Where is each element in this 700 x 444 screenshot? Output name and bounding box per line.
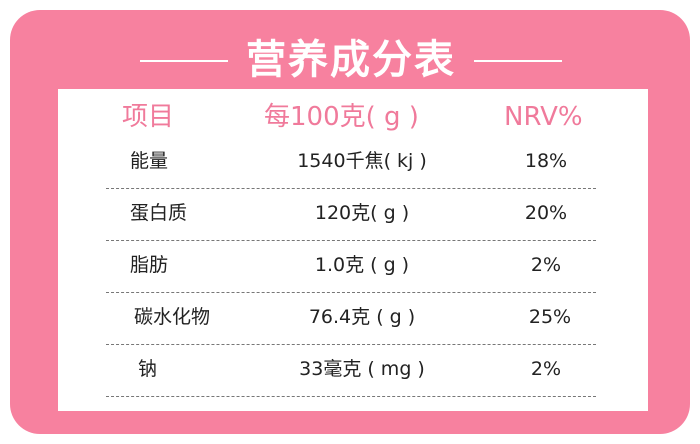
header-item: 项目	[122, 102, 175, 132]
nutrition-table: 项目 每100克( g ) NRV% 能量 1540千焦( kj ) 18% 蛋…	[58, 89, 648, 411]
table-row: 脂肪 1.0克 ( g ) 2%	[58, 241, 648, 293]
row-name: 碳水化物	[134, 306, 211, 328]
row-nrv: 25%	[528, 306, 572, 328]
page-title: 营养成分表	[246, 37, 456, 83]
header-per-100g: 每100克( g )	[264, 102, 419, 132]
row-value: 120克( g )	[314, 202, 410, 224]
row-divider	[106, 396, 596, 397]
row-divider	[106, 344, 596, 345]
row-value: 1.0克 ( g )	[314, 254, 410, 276]
title-row: 营养成分表	[0, 0, 700, 88]
table-row: 蛋白质 120克( g ) 20%	[58, 189, 648, 241]
row-value: 33毫克 ( mg )	[299, 358, 425, 380]
row-nrv: 20%	[524, 202, 568, 224]
row-value: 76.4克 ( g )	[308, 306, 416, 328]
row-divider	[106, 292, 596, 293]
table-row: 碳水化物 76.4克 ( g ) 25%	[58, 293, 648, 345]
table-row: 能量 1540千焦( kj ) 18%	[58, 137, 648, 189]
table-header: 项目 每100克( g ) NRV%	[58, 89, 648, 147]
row-value: 1540千焦( kj )	[297, 150, 427, 172]
row-nrv: 18%	[524, 150, 568, 172]
row-name: 能量	[130, 150, 169, 172]
row-name: 钠	[138, 358, 158, 380]
row-nrv: 2%	[530, 358, 562, 380]
row-divider	[106, 240, 596, 241]
row-nrv: 2%	[530, 254, 562, 276]
title-divider-left	[140, 60, 228, 62]
table-row: 钠 33毫克 ( mg ) 2%	[58, 345, 648, 397]
row-name: 蛋白质	[130, 202, 188, 224]
row-divider	[106, 188, 596, 189]
row-name: 脂肪	[130, 254, 169, 276]
header-nrv: NRV%	[504, 102, 583, 132]
title-divider-right	[474, 60, 562, 62]
